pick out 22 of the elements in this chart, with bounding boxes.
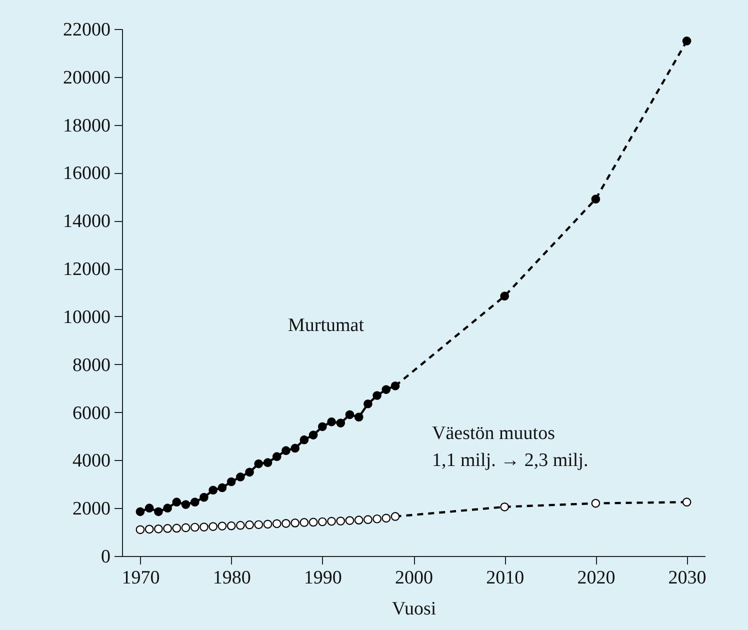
y-tick-label: 14000 <box>63 211 110 232</box>
y-tick-label: 4000 <box>72 450 110 472</box>
text: Murtumat <box>288 315 365 336</box>
y-tick-label: 2000 <box>72 498 110 520</box>
x-axis-title: Vuosi <box>392 598 436 620</box>
y-tick-label: 0 <box>101 546 110 568</box>
y-tick-label: 20000 <box>63 67 110 88</box>
y-tick-label: 18000 <box>63 115 110 136</box>
x-tick-label: 1970 <box>122 568 160 588</box>
y-tick-label: 10000 <box>63 306 110 328</box>
x-tick-label: 2000 <box>395 568 433 588</box>
x-tick-label: 2020 <box>577 568 616 588</box>
x-tick-label: 1990 <box>304 568 342 588</box>
y-tick-label: 6000 <box>72 402 110 424</box>
x-tick-label: 2010 <box>486 568 524 588</box>
y-tick-label: 8000 <box>72 354 110 376</box>
y-tick-label: 22000 <box>63 20 110 40</box>
y-tick-label: 12000 <box>63 259 110 280</box>
x-tick-label: 2030 <box>668 568 706 588</box>
y-tick-label: 16000 <box>63 163 110 184</box>
annotation: Väestön muutos 1,1 milj. → 2,3 milj. <box>432 423 588 471</box>
x-tick-label: 1980 <box>212 568 251 588</box>
